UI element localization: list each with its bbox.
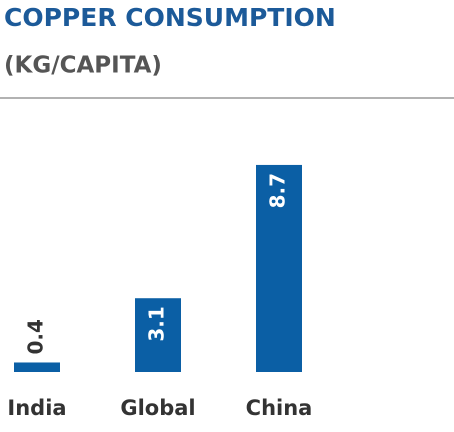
chart-subtitle: (KG/CAPITA) xyxy=(4,53,162,79)
bar xyxy=(135,298,181,372)
bar xyxy=(14,362,60,372)
x-tick-label: China xyxy=(246,396,313,420)
value-label: 8.7 xyxy=(266,173,290,208)
chart-title: COPPER CONSUMPTION xyxy=(4,3,336,32)
value-label: 0.4 xyxy=(24,319,48,354)
x-tick-label: Global xyxy=(120,396,195,420)
x-tick-label: India xyxy=(7,396,66,420)
bar xyxy=(256,164,302,372)
value-label: 3.1 xyxy=(145,306,169,341)
